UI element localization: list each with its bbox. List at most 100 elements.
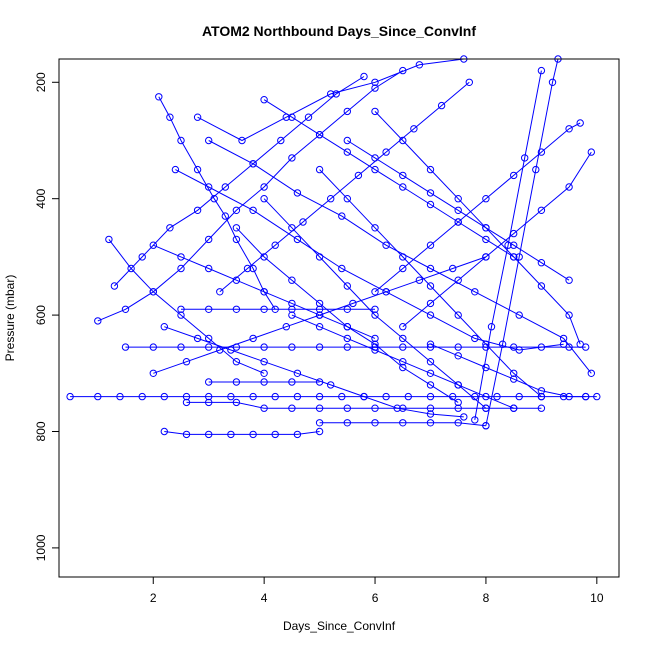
data-point (260, 288, 268, 296)
data-point (548, 78, 557, 87)
data-point (537, 259, 546, 267)
data-point (371, 84, 379, 92)
data-point (587, 148, 595, 156)
data-point (493, 392, 501, 401)
series-0 (66, 392, 601, 401)
series-line (347, 140, 570, 281)
data-point (371, 224, 379, 232)
data-point (315, 404, 324, 412)
data-point (327, 381, 335, 389)
data-point (343, 334, 351, 343)
data-point (315, 299, 324, 308)
data-point (371, 311, 379, 319)
data-point (415, 61, 424, 69)
data-point (510, 171, 518, 180)
data-point (576, 119, 584, 127)
data-point (426, 410, 435, 418)
data-point (327, 90, 335, 98)
data-point (260, 195, 268, 203)
data-point (521, 154, 529, 162)
data-point (343, 305, 351, 313)
data-point (371, 305, 379, 313)
data-point (177, 264, 185, 273)
data-point (288, 378, 296, 386)
data-point (288, 404, 296, 412)
series-12 (171, 165, 568, 354)
data-point (277, 136, 285, 145)
data-point (160, 392, 169, 401)
data-point (454, 398, 462, 407)
data-point (399, 183, 407, 191)
data-point (515, 311, 523, 319)
series-line (374, 111, 581, 345)
data-point (371, 78, 379, 87)
data-point (454, 218, 462, 226)
data-point (482, 224, 490, 232)
series-line (485, 58, 559, 426)
series-14 (193, 55, 468, 145)
data-point (304, 113, 313, 121)
data-point (160, 427, 169, 436)
series-13 (205, 136, 595, 377)
data-point (271, 241, 279, 249)
data-point (260, 378, 268, 386)
x-axis-title: Days_Since_ConvInf (283, 619, 396, 633)
data-point (315, 323, 324, 331)
data-point (205, 305, 213, 313)
data-point (315, 419, 324, 427)
data-point (343, 195, 351, 203)
data-point (371, 107, 379, 116)
data-point (399, 358, 407, 366)
data-point (205, 136, 213, 145)
data-point (537, 392, 546, 401)
data-point (249, 160, 257, 168)
data-point (426, 392, 435, 401)
data-point (205, 343, 213, 351)
data-point (449, 264, 457, 273)
data-point (426, 381, 435, 389)
data-point (582, 392, 590, 401)
data-point (260, 358, 268, 366)
data-point (149, 369, 158, 377)
data-point (94, 317, 102, 325)
series-line (291, 314, 542, 409)
data-point (482, 235, 490, 244)
data-point (426, 241, 435, 249)
data-point (399, 363, 407, 372)
data-point (510, 375, 518, 383)
data-point (426, 358, 435, 366)
data-point (155, 93, 163, 101)
data-point (426, 343, 435, 351)
data-point (205, 183, 213, 191)
data-point (454, 343, 462, 351)
data-point (343, 282, 351, 290)
data-point (249, 264, 257, 273)
data-point (205, 392, 213, 401)
data-point (454, 276, 462, 284)
data-point (332, 90, 340, 98)
series-line (164, 431, 320, 435)
data-point (482, 253, 490, 261)
data-point (482, 363, 490, 372)
data-point (249, 392, 257, 401)
data-point (426, 189, 435, 197)
series-5 (182, 398, 518, 412)
data-point (482, 404, 490, 412)
data-point (193, 334, 202, 343)
data-point (105, 235, 113, 244)
series-line (374, 122, 581, 293)
data-point (371, 288, 379, 296)
data-point (399, 419, 407, 427)
series-28 (426, 340, 590, 401)
series-line (208, 140, 592, 374)
data-point (343, 136, 351, 145)
series-27 (260, 96, 518, 261)
series-line (263, 198, 487, 409)
data-point (193, 206, 202, 215)
data-point (232, 358, 241, 366)
data-point (171, 165, 180, 174)
data-point (315, 392, 324, 401)
series-line (175, 169, 564, 351)
